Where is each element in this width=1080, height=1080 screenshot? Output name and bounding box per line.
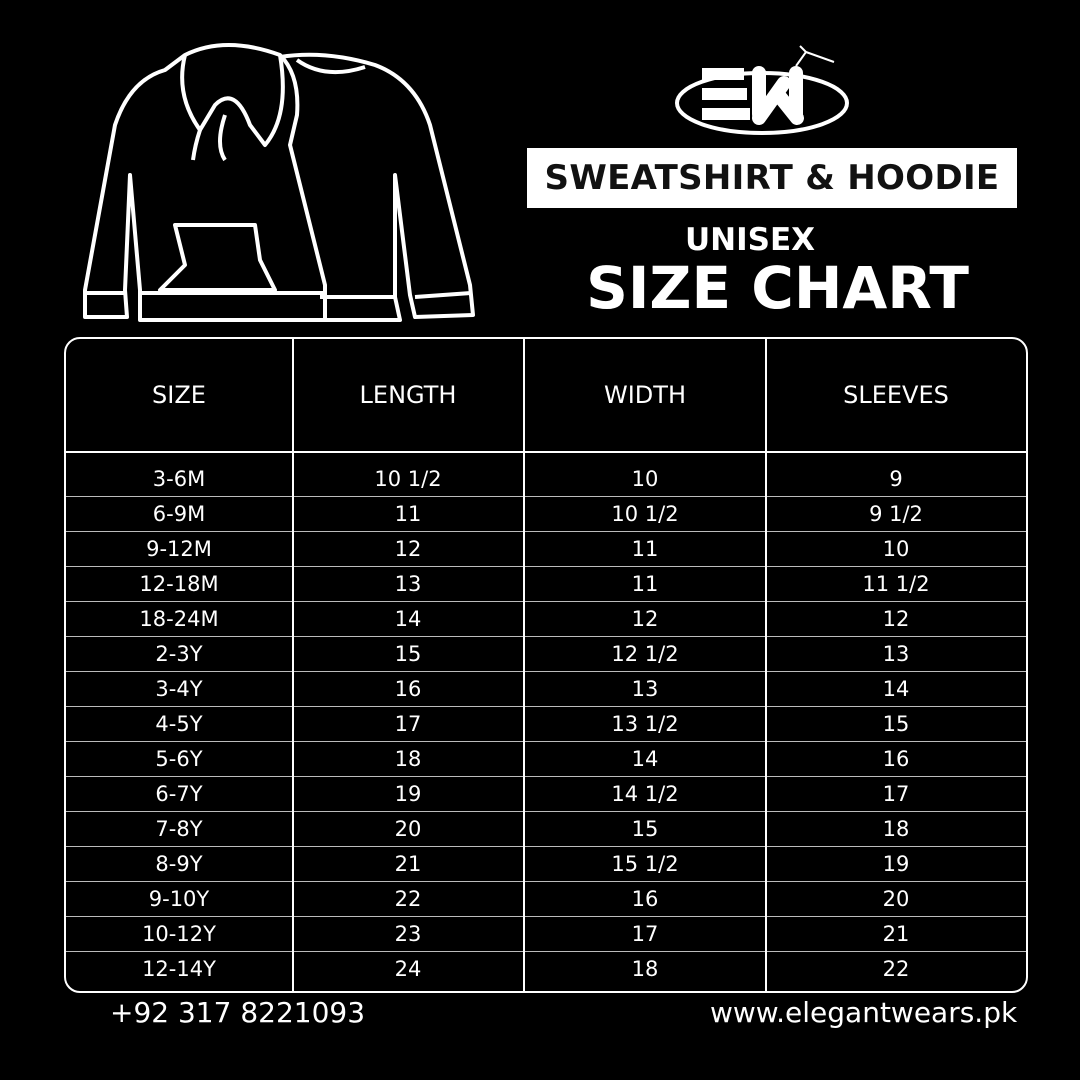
- brand-logo: [675, 45, 849, 135]
- cell-sleeves: 12: [882, 606, 910, 631]
- cell-size: 4-5Y: [155, 711, 203, 736]
- cell-length: 18: [394, 746, 422, 771]
- cell-sleeves: 10: [882, 536, 910, 561]
- cell-sleeves: 9: [889, 466, 903, 491]
- chart-title: SIZE CHART: [586, 254, 969, 322]
- cell-width: 17: [631, 921, 659, 946]
- header-width: WIDTH: [604, 381, 686, 409]
- cell-width: 14: [631, 746, 659, 771]
- cell-length: 24: [394, 956, 422, 981]
- cell-width: 10: [631, 466, 659, 491]
- table-row: 18-24M 14 12 12: [66, 601, 1026, 637]
- table-row: 3-4Y 16 13 14: [66, 671, 1026, 707]
- cell-size: 6-9M: [152, 501, 206, 526]
- table-row: 4-5Y 17 13 1/2 15: [66, 706, 1026, 742]
- table-row: 6-9M 11 10 1/2 9 1/2: [66, 496, 1026, 532]
- column-divider: [765, 339, 767, 991]
- cell-size: 3-6M: [152, 466, 206, 491]
- table-row: 12-14Y 24 18 22: [66, 951, 1026, 986]
- cell-width: 13: [631, 676, 659, 701]
- cell-width: 14 1/2: [611, 781, 679, 806]
- cell-size: 9-12M: [146, 536, 212, 561]
- phone-number: +92 317 8221093: [110, 996, 366, 1029]
- header-size: SIZE: [152, 381, 206, 409]
- product-title: SWEATSHIRT & HOODIE: [527, 148, 1017, 208]
- table-row: 9-12M 12 11 10: [66, 531, 1026, 567]
- cell-length: 16: [394, 676, 422, 701]
- column-divider: [523, 339, 525, 991]
- cell-width: 11: [631, 571, 659, 596]
- cell-sleeves: 9 1/2: [869, 501, 923, 526]
- cell-sleeves: 20: [882, 886, 910, 911]
- cell-size: 3-4Y: [155, 676, 203, 701]
- cell-size: 12-14Y: [142, 956, 216, 981]
- cell-sleeves: 14: [882, 676, 910, 701]
- cell-width: 11: [631, 536, 659, 561]
- cell-size: 8-9Y: [155, 851, 203, 876]
- cell-sleeves: 15: [882, 711, 910, 736]
- cell-width: 10 1/2: [611, 501, 679, 526]
- hoodie-sweatshirt-illustration: [83, 43, 475, 322]
- cell-size: 7-8Y: [155, 816, 203, 841]
- cell-width: 12 1/2: [611, 641, 679, 666]
- table-header: SIZE LENGTH WIDTH SLEEVES: [66, 339, 1026, 453]
- cell-size: 9-10Y: [148, 886, 210, 911]
- table-body: 3-6M 10 1/2 10 9 6-9M 11 10 1/2 9 1/2 9-12M 12 11 1…: [66, 461, 1026, 986]
- cell-length: 22: [394, 886, 422, 911]
- cell-sleeves: 22: [882, 956, 910, 981]
- cell-size: 6-7Y: [155, 781, 203, 806]
- cell-size: 18-24M: [139, 606, 219, 631]
- table-row: 7-8Y 20 15 18: [66, 811, 1026, 847]
- header-sleeves: SLEEVES: [843, 381, 949, 409]
- cell-width: 15 1/2: [611, 851, 679, 876]
- cell-length: 14: [394, 606, 422, 631]
- cell-width: 13 1/2: [611, 711, 679, 736]
- cell-length: 20: [394, 816, 422, 841]
- cell-size: 5-6Y: [155, 746, 203, 771]
- cell-length: 21: [394, 851, 422, 876]
- cell-width: 16: [631, 886, 659, 911]
- website-link[interactable]: www.elegantwears.pk: [710, 996, 1018, 1029]
- cell-sleeves: 11 1/2: [862, 571, 930, 596]
- cell-length: 10 1/2: [374, 466, 442, 491]
- table-row: 9-10Y 22 16 20: [66, 881, 1026, 917]
- cell-sleeves: 19: [882, 851, 910, 876]
- table-row: 10-12Y 23 17 21: [66, 916, 1026, 952]
- cell-sleeves: 21: [882, 921, 910, 946]
- cell-length: 12: [394, 536, 422, 561]
- header-length: LENGTH: [359, 381, 457, 409]
- column-divider: [292, 339, 294, 991]
- size-table: SIZE LENGTH WIDTH SLEEVES 3-6M 10 1/2 10 9 6…: [64, 337, 1028, 993]
- cell-length: 13: [394, 571, 422, 596]
- subtitle: UNISEX: [684, 222, 816, 258]
- table-row: 5-6Y 18 14 16: [66, 741, 1026, 777]
- cell-sleeves: 13: [882, 641, 910, 666]
- cell-width: 15: [631, 816, 659, 841]
- cell-length: 11: [394, 501, 422, 526]
- table-row: 3-6M 10 1/2 10 9: [66, 461, 1026, 497]
- cell-width: 18: [631, 956, 659, 981]
- cell-sleeves: 18: [882, 816, 910, 841]
- cell-size: 2-3Y: [155, 641, 203, 666]
- cell-length: 15: [394, 641, 422, 666]
- table-row: 6-7Y 19 14 1/2 17: [66, 776, 1026, 812]
- cell-size: 12-18M: [139, 571, 219, 596]
- cell-length: 19: [394, 781, 422, 806]
- cell-sleeves: 17: [882, 781, 910, 806]
- table-row: 8-9Y 21 15 1/2 19: [66, 846, 1026, 882]
- cell-size: 10-12Y: [142, 921, 216, 946]
- cell-width: 12: [631, 606, 659, 631]
- cell-sleeves: 16: [882, 746, 910, 771]
- table-row: 2-3Y 15 12 1/2 13: [66, 636, 1026, 672]
- table-row: 12-18M 13 11 11 1/2: [66, 566, 1026, 602]
- cell-length: 23: [394, 921, 422, 946]
- cell-length: 17: [394, 711, 422, 736]
